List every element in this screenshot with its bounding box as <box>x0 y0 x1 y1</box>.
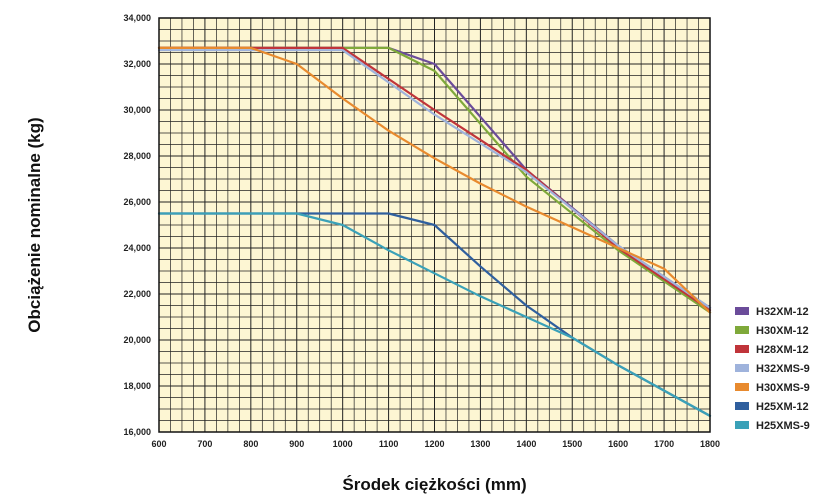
series-line-h28xm-12 <box>157 46 712 312</box>
legend-swatch <box>735 326 749 334</box>
y-tick-label: 18,000 <box>123 381 151 391</box>
y-tick-label: 34,000 <box>123 13 151 23</box>
legend-swatch <box>735 364 749 372</box>
legend-label: H32XMS-9 <box>756 363 810 375</box>
legend-swatch <box>735 402 749 410</box>
x-tick-labels: 600 700 800 900 1000 1100 1200 1300 1400 1500 1600… <box>151 439 720 449</box>
x-tick-label: 1400 <box>516 439 536 449</box>
series-layer <box>157 46 712 417</box>
legend-swatch <box>735 345 749 353</box>
x-tick-label: 900 <box>289 439 304 449</box>
legend-swatch <box>735 307 749 315</box>
y-tick-label: 26,000 <box>123 197 151 207</box>
y-tick-label: 24,000 <box>123 243 151 253</box>
x-tick-label: 1100 <box>379 439 399 449</box>
x-tick-label: 1500 <box>562 439 582 449</box>
legend-label: H30XM-12 <box>756 325 809 337</box>
legend-label: H32XM-12 <box>756 306 809 318</box>
x-tick-label: 1200 <box>424 439 444 449</box>
y-tick-label: 20,000 <box>123 335 151 345</box>
x-tick-label: 1800 <box>700 439 720 449</box>
x-tick-label: 1300 <box>470 439 490 449</box>
y-tick-label: 16,000 <box>123 427 151 437</box>
plot-frame <box>158 17 711 433</box>
x-tick-label: 600 <box>151 439 166 449</box>
legend: H32XM-12 H30XM-12 H28XM-12 H32XMS-9 H30XMS-9… <box>735 306 810 432</box>
legend-label: H28XM-12 <box>756 344 809 356</box>
legend-swatch <box>735 421 749 429</box>
y-tick-label: 32,000 <box>123 59 151 69</box>
legend-label: H25XMS-9 <box>756 420 810 432</box>
series-line-h30xm-12 <box>157 46 712 314</box>
y-tick-label: 28,000 <box>123 151 151 161</box>
y-tick-label: 22,000 <box>123 289 151 299</box>
x-axis-title: Środek ciężkości (mm) <box>342 475 526 494</box>
x-tick-label: 800 <box>243 439 258 449</box>
x-tick-label: 1700 <box>654 439 674 449</box>
legend-label: H25XM-12 <box>756 401 809 413</box>
y-axis-title: Obciążenie nominalne (kg) <box>25 117 44 332</box>
y-tick-labels: 16,000 18,000 20,000 22,000 24,000 26,000 28,0… <box>123 13 151 437</box>
series-line-h30xms-9 <box>157 46 712 314</box>
x-tick-label: 1000 <box>333 439 353 449</box>
y-tick-label: 30,000 <box>123 105 151 115</box>
legend-swatch <box>735 383 749 391</box>
x-tick-label: 700 <box>197 439 212 449</box>
x-tick-label: 1600 <box>608 439 628 449</box>
series-line-h25xms-9 <box>157 212 712 417</box>
legend-label: H30XMS-9 <box>756 382 810 394</box>
